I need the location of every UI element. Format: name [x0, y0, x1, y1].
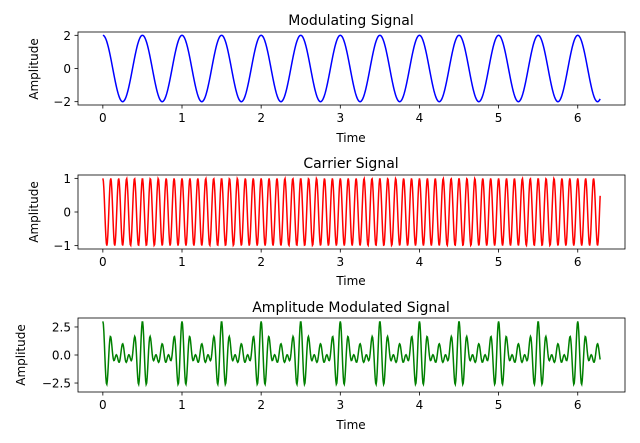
- x-tick-label: 6: [574, 111, 582, 125]
- x-axis-label: Time: [335, 274, 365, 288]
- y-tick-label: 1: [63, 172, 71, 186]
- y-tick-label: −2: [53, 95, 71, 109]
- subplot-modulating: Modulating Signal 0 1 2 3 4 5 6 −2 0 2 Time Ampli…: [27, 13, 626, 145]
- y-axis-label: Amplitude: [27, 181, 41, 243]
- y-tick-label: −2.5: [42, 377, 71, 391]
- x-tick-label: 1: [178, 255, 186, 269]
- x-tick-label: 5: [495, 111, 503, 125]
- y-tick-label: 0.0: [52, 349, 71, 363]
- y-axis-label: Amplitude: [14, 324, 28, 386]
- subplot-am: Amplitude Modulated Signal 0 1 2 3 4 5 6 −2.5 0.…: [14, 300, 626, 432]
- x-tick-label: 3: [336, 255, 344, 269]
- x-tick-label: 6: [574, 398, 582, 412]
- x-tick-label: 5: [495, 398, 503, 412]
- y-tick-label: −1: [53, 239, 71, 253]
- subplot-title: Modulating Signal: [288, 13, 413, 29]
- x-tick-label: 3: [336, 398, 344, 412]
- subplot-carrier: Carrier Signal 0 1 2 3 4 5 6 −1 0 1 Time Amplitud…: [27, 156, 626, 288]
- x-axis-label: Time: [335, 418, 365, 432]
- x-tick-label: 1: [178, 398, 186, 412]
- x-tick-label: 0: [99, 398, 107, 412]
- subplot-title: Carrier Signal: [303, 156, 398, 172]
- x-tick-label: 2: [257, 255, 265, 269]
- plot-area: 0 1 2 3 4 5 6 −2.5 0.0 2.5: [42, 317, 626, 412]
- x-axis-label: Time: [335, 131, 365, 145]
- x-tick-label: 0: [99, 111, 107, 125]
- y-tick-label: 2: [63, 29, 71, 43]
- x-tick-label: 1: [178, 111, 186, 125]
- y-axis-label: Amplitude: [27, 38, 41, 100]
- series-line: [102, 321, 601, 388]
- subplot-title: Amplitude Modulated Signal: [252, 300, 450, 316]
- x-tick-label: 2: [257, 111, 265, 125]
- x-tick-label: 4: [416, 398, 424, 412]
- x-tick-label: 5: [495, 255, 503, 269]
- y-tick-label: 2.5: [52, 320, 71, 334]
- series-line: [102, 175, 601, 248]
- y-tick-label: 0: [63, 62, 71, 76]
- x-tick-label: 4: [416, 255, 424, 269]
- plot-area: 0 1 2 3 4 5 6 −2 0 2: [53, 29, 626, 125]
- x-tick-label: 4: [416, 111, 424, 125]
- x-tick-label: 2: [257, 398, 265, 412]
- x-tick-label: 6: [574, 255, 582, 269]
- y-tick-label: 0: [63, 206, 71, 220]
- series-line: [102, 34, 601, 103]
- x-tick-label: 3: [336, 111, 344, 125]
- x-tick-label: 0: [99, 255, 107, 269]
- plot-area: 0 1 2 3 4 5 6 −1 0 1: [53, 172, 626, 269]
